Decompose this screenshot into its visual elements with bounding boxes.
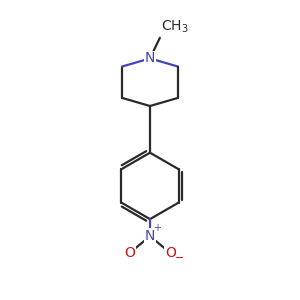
Text: +: + — [153, 223, 161, 233]
Text: O: O — [165, 246, 176, 260]
Text: O: O — [124, 246, 135, 260]
Text: CH$_3$: CH$_3$ — [161, 19, 189, 35]
Text: −: − — [175, 253, 184, 263]
Text: N: N — [145, 51, 155, 65]
Text: N: N — [145, 229, 155, 243]
